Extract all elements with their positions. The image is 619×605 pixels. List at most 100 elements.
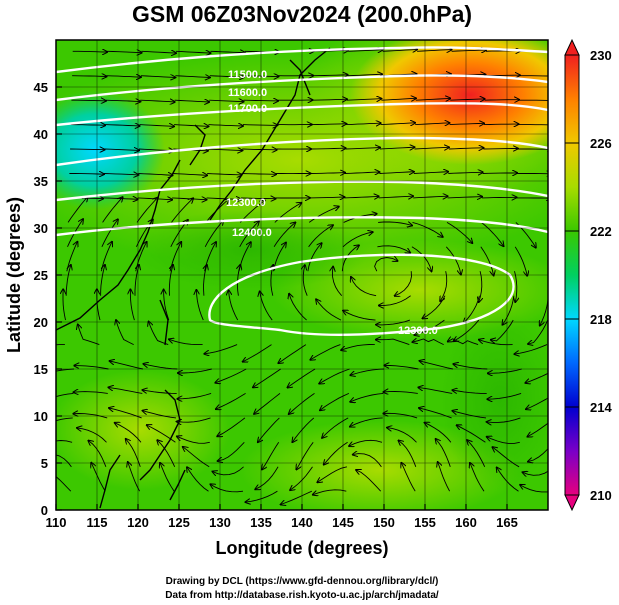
streamline-arrow — [215, 368, 247, 383]
colorbar: 210 214 218 222 226 230 — [564, 38, 612, 512]
streamline-arrow — [454, 319, 480, 341]
streamline-arrow — [350, 392, 384, 401]
streamline-arrow — [399, 441, 417, 467]
streamline-arrow — [311, 148, 345, 149]
y-tick-label: 25 — [34, 268, 48, 283]
temperature-shading — [56, 40, 548, 510]
streamline-arrow — [380, 123, 415, 125]
streamline-arrow — [187, 467, 209, 492]
x-tick-label: 120 — [127, 515, 149, 530]
streamline-arrow — [515, 271, 517, 302]
streamline-arrow — [208, 125, 243, 126]
contour-label: 11600.0 — [228, 87, 267, 99]
streamline-arrow — [528, 448, 548, 461]
streamline-arrow — [382, 49, 417, 51]
streamline-arrow — [169, 339, 203, 346]
streamline-arrow — [218, 441, 245, 461]
streamline-arrow — [350, 417, 383, 427]
y-tick-label: 35 — [34, 174, 48, 189]
x-tick-label: 165 — [496, 515, 518, 530]
streamline-arrow — [523, 470, 548, 476]
streamline-arrow — [168, 265, 173, 296]
streamline-arrow — [56, 454, 72, 468]
contour-label: 11700.0 — [228, 103, 267, 115]
streamline-arrow — [56, 440, 73, 443]
streamline-arrow — [312, 99, 347, 100]
streamline-arrow — [491, 319, 514, 341]
x-tick-label: 140 — [291, 515, 313, 530]
streamline-arrow — [115, 423, 142, 443]
streamline-arrow — [139, 125, 174, 127]
streamline-arrow — [445, 246, 461, 275]
streamline-arrow — [414, 147, 449, 149]
streamline-arrow — [137, 198, 172, 200]
streamline-arrow — [448, 172, 482, 173]
x-tick-label: 145 — [332, 515, 354, 530]
colorbar-tick-label: 222 — [590, 224, 612, 239]
y-tick-label: 20 — [34, 315, 48, 330]
y-tick-label: 45 — [34, 80, 48, 95]
streamline-arrow — [514, 246, 527, 276]
y-tick-label: 30 — [34, 221, 48, 236]
streamline-arrow — [332, 267, 343, 296]
streamline-arrow — [171, 198, 194, 223]
streamline-arrow — [209, 76, 244, 77]
streamline-arrow — [411, 246, 432, 271]
streamline-arrow — [103, 174, 138, 175]
streamline-arrow — [418, 387, 453, 394]
x-tick-label: 150 — [373, 515, 395, 530]
streamline-arrow — [451, 50, 486, 51]
streamline-arrow — [380, 147, 414, 149]
streamline-arrow — [147, 425, 176, 443]
streamline-arrow — [310, 344, 341, 360]
streamline-arrow — [376, 339, 410, 346]
streamline-arrow — [157, 440, 176, 467]
streamline-arrow — [110, 361, 143, 370]
streamline-arrow — [213, 466, 244, 475]
streamline-arrow — [401, 463, 416, 492]
streamline-arrow — [290, 466, 313, 490]
streamline-arrow — [320, 392, 350, 410]
streamline-arrow — [348, 50, 382, 52]
streamline-arrow — [239, 221, 259, 248]
streamline-arrow — [106, 76, 141, 77]
streamline-arrow — [480, 246, 494, 276]
contour-labels: 11500.0 11600.0 11700.0 12300.0 12400.0 … — [226, 69, 438, 337]
streamline-arrow — [74, 392, 108, 394]
streamline-arrow — [317, 466, 348, 483]
grid-lines — [55, 40, 548, 511]
x-axis-label: Longitude (degrees) — [215, 538, 388, 558]
colorbar-bottom-triangle — [564, 494, 580, 512]
streamline-arrow — [526, 397, 548, 409]
streamline-arrow — [174, 100, 209, 102]
contour-label: 12300.0 — [226, 197, 266, 209]
streamline-arrow — [128, 462, 141, 492]
x-tick-label: 115 — [87, 515, 108, 530]
streamline-arrow — [253, 368, 281, 387]
streamline-arrow — [440, 271, 448, 301]
streamline-arrow — [346, 123, 380, 125]
streamline-arrow — [457, 425, 486, 443]
streamline-arrow — [207, 149, 242, 151]
streamline-arrow — [550, 247, 562, 276]
streamline-arrow — [240, 198, 275, 199]
streamline-arrow — [67, 197, 88, 223]
streamline-arrow — [481, 222, 503, 246]
streamline-arrow — [322, 417, 349, 438]
streamline-arrow — [204, 265, 207, 296]
streamline-arrow — [453, 411, 487, 419]
streamline-arrow — [104, 149, 139, 150]
streamline-arrow — [100, 242, 112, 272]
streamline-arrow — [238, 242, 251, 272]
streamline-arrow — [141, 51, 176, 53]
streamline-arrow — [77, 428, 107, 443]
streamline-arrow — [138, 174, 172, 176]
streamline-arrow — [470, 463, 485, 492]
colorbar-tick-label: 230 — [590, 48, 612, 63]
streamline-arrow — [69, 174, 104, 175]
streamline-arrow — [273, 243, 286, 272]
streamline-arrow — [413, 172, 448, 174]
streamline-arrow — [377, 245, 410, 253]
streamline-arrow — [271, 265, 273, 296]
streamline-arrow — [204, 344, 238, 354]
